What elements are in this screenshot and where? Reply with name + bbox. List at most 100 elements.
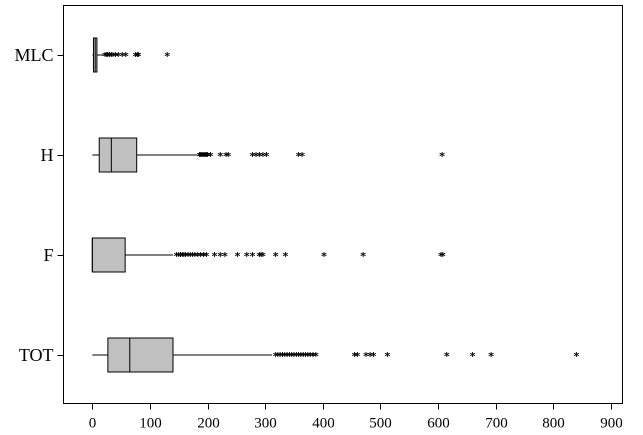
outlier-point: * xyxy=(178,250,184,263)
outlier-point: * xyxy=(179,250,185,263)
outlier-point: * xyxy=(235,250,241,263)
x-tick-label: 200 xyxy=(197,416,220,432)
x-tick-label: 500 xyxy=(369,416,392,432)
outlier-point: * xyxy=(384,350,390,363)
outlier-point: * xyxy=(187,250,193,263)
outlier-point: * xyxy=(299,150,305,163)
outlier-point: * xyxy=(105,50,111,63)
x-tick-label: 700 xyxy=(485,416,508,432)
x-tick-label: 100 xyxy=(139,416,162,432)
outlier-point: * xyxy=(305,350,311,363)
outlier-point: * xyxy=(176,250,182,263)
x-tick-label: 300 xyxy=(254,416,277,432)
category-label: H xyxy=(41,145,54,165)
outlier-point: * xyxy=(107,50,113,63)
outlier-point: * xyxy=(277,350,283,363)
outlier-point: * xyxy=(257,250,263,263)
outlier-point: * xyxy=(198,250,204,263)
outlier-point: * xyxy=(296,150,302,163)
outlier-point: * xyxy=(257,150,263,163)
outlier-point: * xyxy=(470,350,476,363)
x-tick-label: 0 xyxy=(89,416,97,432)
outlier-point: * xyxy=(303,350,309,363)
outlier-point: * xyxy=(367,350,373,363)
outlier-point: * xyxy=(360,250,366,263)
y-axis: MLC H F TOT xyxy=(14,45,64,365)
outlier-point: * xyxy=(123,50,129,63)
category-label: TOT xyxy=(19,345,54,365)
outlier-point: * xyxy=(287,350,293,363)
outlier-point: * xyxy=(291,350,297,363)
outlier-point: * xyxy=(250,250,256,263)
category-label: MLC xyxy=(14,45,53,65)
outlier-point: * xyxy=(444,350,450,363)
outlier-point: * xyxy=(488,350,494,363)
outlier-point: * xyxy=(363,350,369,363)
outlier-point: * xyxy=(258,250,264,263)
outlier-point: * xyxy=(192,250,198,263)
outlier-point: * xyxy=(204,250,210,263)
x-tick-label: 900 xyxy=(600,416,623,432)
outlier-point: * xyxy=(133,50,139,63)
outlier-point: * xyxy=(289,350,295,363)
outlier-point: * xyxy=(273,350,279,363)
outlier-point: * xyxy=(223,150,229,163)
outlier-point: * xyxy=(293,350,299,363)
outlier-point: * xyxy=(284,350,290,363)
box-h: ********* * ** ***** ** * xyxy=(92,137,445,173)
outlier-point: * xyxy=(310,350,316,363)
outlier-point: * xyxy=(280,350,286,363)
iqr-box xyxy=(107,337,174,373)
x-tick-label: 600 xyxy=(427,416,450,432)
box-mlc: ********** *** * xyxy=(92,37,170,73)
outlier-point: * xyxy=(208,150,214,163)
outlier-point: * xyxy=(296,350,302,363)
outlier-point: * xyxy=(112,50,118,63)
outlier-point: * xyxy=(440,250,446,263)
plot-frame xyxy=(63,5,623,404)
outlier-point: * xyxy=(298,350,304,363)
outlier-point: * xyxy=(190,250,196,263)
outlier-point: * xyxy=(185,250,191,263)
outlier-point: * xyxy=(253,150,259,163)
outlier-point: * xyxy=(275,350,281,363)
iqr-box xyxy=(91,237,126,273)
outlier-point: * xyxy=(222,250,228,263)
x-tick-label: 400 xyxy=(312,416,335,432)
outlier-point: * xyxy=(321,250,327,263)
outlier-point: * xyxy=(205,150,211,163)
outlier-point: * xyxy=(300,350,306,363)
outlier-point: * xyxy=(102,50,108,63)
outlier-point: * xyxy=(110,50,116,63)
outlier-point: * xyxy=(199,150,205,163)
outlier-point: * xyxy=(201,150,207,163)
outlier-point: * xyxy=(250,150,256,163)
outlier-point: * xyxy=(212,250,218,263)
outlier-point: * xyxy=(263,150,269,163)
outlier-point: * xyxy=(198,150,204,163)
outlier-point: * xyxy=(244,250,250,263)
outlier-point: * xyxy=(438,250,444,263)
outlier-point: * xyxy=(307,350,313,363)
outlier-point: * xyxy=(134,50,140,63)
outlier-point: * xyxy=(104,50,110,63)
outlier-point: * xyxy=(136,50,142,63)
outlier-point: * xyxy=(119,50,125,63)
outlier-point: * xyxy=(195,250,201,263)
x-axis: 0 100 200 300 400 500 600 700 800 900 xyxy=(89,403,623,432)
outlier-point: * xyxy=(108,50,114,63)
x-tick-label: 800 xyxy=(542,416,565,432)
outlier-point: * xyxy=(181,250,187,263)
iqr-box xyxy=(98,137,138,173)
outlier-point: * xyxy=(313,350,319,363)
outlier-point: * xyxy=(574,350,580,363)
outlier-point: * xyxy=(352,350,358,363)
category-label: F xyxy=(43,245,53,265)
outlier-point: * xyxy=(174,250,180,263)
outlier-point: * xyxy=(217,250,223,263)
outlier-point: * xyxy=(282,250,288,263)
outlier-point: * xyxy=(183,250,189,263)
outlier-point: * xyxy=(115,50,121,63)
box-tot: ****************** ** *** * * * * * xyxy=(92,337,580,373)
box-f: ************** * ** * * * *** * * * * ** xyxy=(91,237,446,273)
